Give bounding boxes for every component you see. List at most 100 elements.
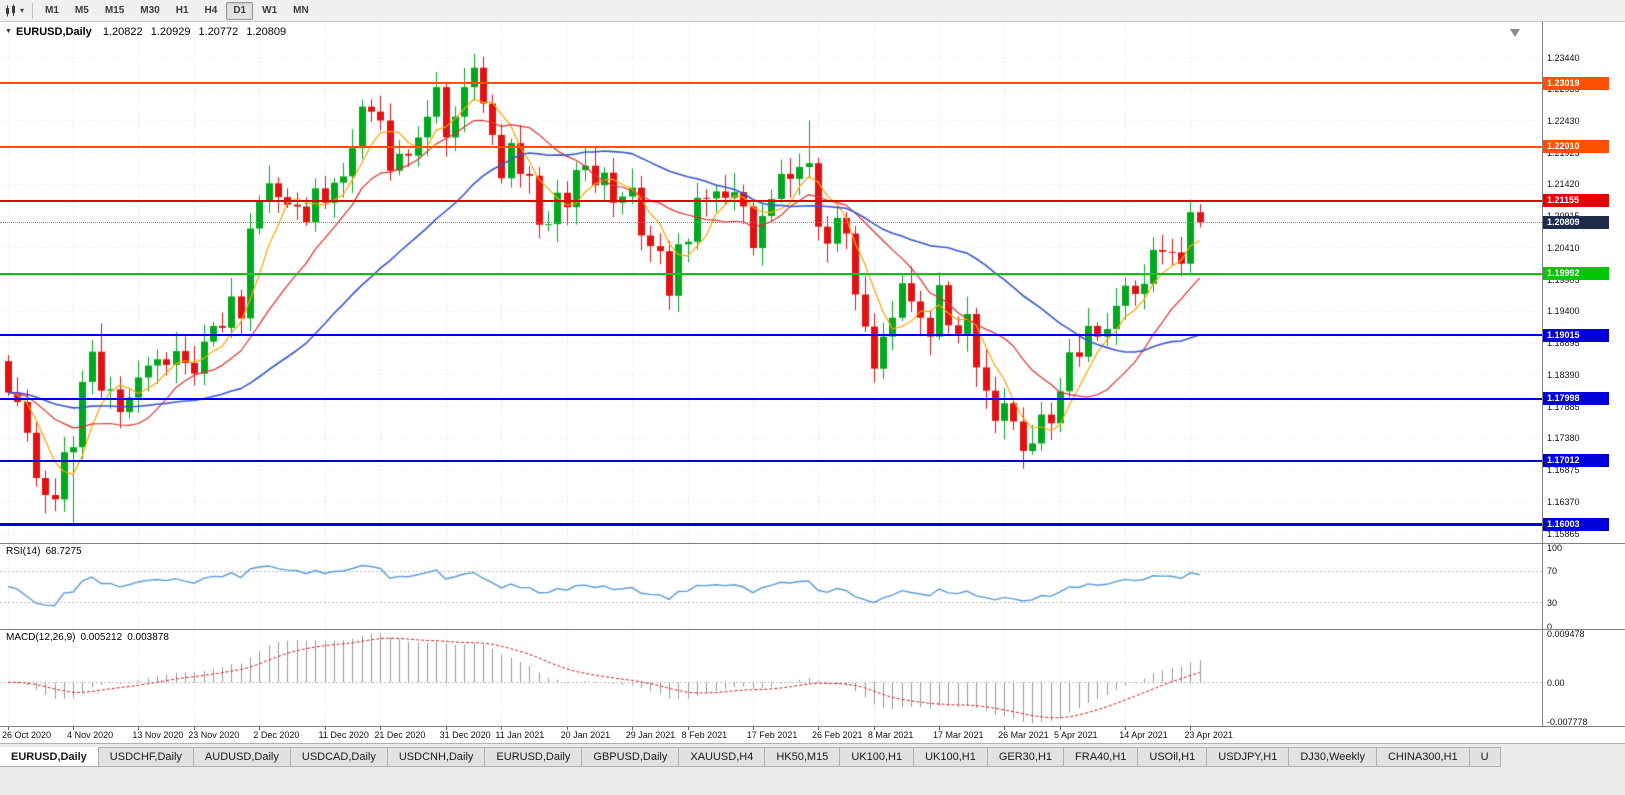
timeframe-button-m1[interactable]: M1 xyxy=(45,4,59,16)
time-axis-label: 29 Jan 2021 xyxy=(625,730,676,740)
ohlc-high: 1.20929 xyxy=(150,26,191,38)
chart-tab-eurusd-daily[interactable]: EURUSD,Daily xyxy=(0,747,99,767)
top-toolbar: ▾ M1 M5 M15 M30 H1 H4 D1 W1 MN xyxy=(0,0,1625,22)
chart-tab-usdcnh-daily[interactable]: USDCNH,Daily xyxy=(386,747,486,767)
time-axis-tick xyxy=(259,727,260,730)
time-axis-tick xyxy=(818,727,819,730)
price-tick: 1.18390 xyxy=(1547,369,1580,380)
current-price-badge: 1.20809 xyxy=(1543,215,1609,229)
time-axis-label: 8 Feb 2021 xyxy=(681,730,728,740)
chart-type-icon[interactable] xyxy=(4,4,18,18)
chart-tab-usoil-h1[interactable]: USOil,H1 xyxy=(1137,747,1208,767)
rsi-name: RSI(14) xyxy=(6,546,41,557)
timeframe-button-d1[interactable]: D1 xyxy=(226,1,254,20)
time-axis-tick xyxy=(632,727,633,730)
timeframe-button-h4[interactable]: H4 xyxy=(204,4,218,16)
time-axis-label: 26 Oct 2020 xyxy=(2,730,52,740)
chart-tab-dj30-weekly[interactable]: DJ30,Weekly xyxy=(1288,747,1377,767)
price-tick: 1.16370 xyxy=(1547,496,1580,507)
time-axis-label: 23 Nov 2020 xyxy=(188,730,240,740)
price-tick: 1.21420 xyxy=(1547,179,1580,190)
time-axis-tick xyxy=(567,727,568,730)
horizontal-level-line[interactable] xyxy=(0,459,1542,462)
chart-tab-uk100-h1[interactable]: UK100,H1 xyxy=(839,747,915,767)
chart-tab-uk100-h1[interactable]: UK100,H1 xyxy=(913,747,988,767)
timeframe-buttons: M1 M5 M15 M30 H1 H4 D1 W1 MN xyxy=(37,1,317,20)
price-level-badge: 1.23019 xyxy=(1543,76,1609,90)
time-axis-label: 21 Dec 2020 xyxy=(374,730,426,740)
price-level-badge: 1.17998 xyxy=(1543,392,1609,406)
chart-tab-usdchf-daily[interactable]: USDCHF,Daily xyxy=(97,747,194,767)
macd-tick: 0.00 xyxy=(1547,677,1565,688)
price-tick: 1.23440 xyxy=(1547,52,1580,63)
rsi-panel-separator[interactable] xyxy=(0,543,1625,544)
chart-tab-hk50-m15[interactable]: HK50,M15 xyxy=(764,747,841,767)
rsi-tick: 70 xyxy=(1547,566,1558,577)
price-level-badge: 1.16003 xyxy=(1543,517,1609,531)
current-price-line xyxy=(0,222,1542,224)
timeframe-button-h1[interactable]: H1 xyxy=(175,4,189,16)
price-level-badge: 1.19015 xyxy=(1543,328,1609,342)
chart-dropdown-icon[interactable]: ▾ xyxy=(20,6,25,15)
chart-tab-fra40-h1[interactable]: FRA40,H1 xyxy=(1063,747,1139,767)
price-level-badge: 1.21155 xyxy=(1543,194,1609,208)
price-scale[interactable]: 1.23019 1.22010 1.21155 1.19992 1.19015 1.179… xyxy=(1542,22,1625,743)
time-axis-label: 13 Nov 2020 xyxy=(132,730,184,740)
price-chart-canvas[interactable] xyxy=(0,0,1542,745)
time-axis-tick xyxy=(501,727,502,730)
time-axis-label: 17 Feb 2021 xyxy=(746,730,798,740)
timeframe-button-m5[interactable]: M5 xyxy=(74,4,89,16)
time-axis[interactable]: 26 Oct 2020 4 Nov 2020 13 Nov 2020 23 Nov 2… xyxy=(0,727,1625,743)
chart-tab-usdjpy-h1[interactable]: USDJPY,H1 xyxy=(1206,747,1290,767)
time-axis-tick xyxy=(380,727,381,730)
time-axis-label: 11 Dec 2020 xyxy=(318,730,369,740)
time-axis-tick xyxy=(1125,727,1126,730)
horizontal-level-line[interactable] xyxy=(0,397,1542,400)
horizontal-level-line[interactable] xyxy=(0,82,1542,85)
timeframe-button-mn[interactable]: MN xyxy=(293,4,309,16)
time-axis-label: 4 Nov 2020 xyxy=(67,730,114,740)
horizontal-level-line[interactable] xyxy=(0,199,1542,202)
time-axis-tick xyxy=(1190,727,1191,730)
horizontal-level-line[interactable] xyxy=(0,334,1542,337)
price-level-badge: 1.22010 xyxy=(1543,140,1609,154)
macd-panel-separator[interactable] xyxy=(0,629,1625,630)
chart-tab-eurusd-daily[interactable]: EURUSD,Daily xyxy=(484,747,583,767)
time-axis-tick xyxy=(688,727,689,730)
price-level-badge: 1.19992 xyxy=(1543,267,1609,281)
ohlc-close: 1.20809 xyxy=(246,26,287,38)
chart-tabs: EURUSD,Daily USDCHF,Daily AUDUSD,Daily USDC… xyxy=(0,747,1625,767)
time-axis-separator xyxy=(0,726,1625,727)
time-axis-label: 5 Apr 2021 xyxy=(1054,730,1098,740)
time-axis-tick xyxy=(138,727,139,730)
price-tick: 1.17885 xyxy=(1547,401,1580,412)
price-tick: 1.19400 xyxy=(1547,306,1580,317)
chart-tab-gbpusd-daily[interactable]: GBPUSD,Daily xyxy=(581,747,680,767)
chart-shift-icon[interactable] xyxy=(1510,29,1520,37)
chart-title-marker-icon[interactable]: ▼ xyxy=(5,28,12,35)
macd-signal-value: 0.003878 xyxy=(127,632,169,643)
rsi-tick: 100 xyxy=(1547,542,1563,553)
chart-tab-usdcad-daily[interactable]: USDCAD,Daily xyxy=(289,747,388,767)
chart-tab-audusd-daily[interactable]: AUDUSD,Daily xyxy=(192,747,291,767)
horizontal-level-line[interactable] xyxy=(0,145,1542,148)
timeframe-button-m30[interactable]: M30 xyxy=(140,4,160,16)
time-axis-label: 17 Mar 2021 xyxy=(933,730,984,740)
horizontal-level-line[interactable] xyxy=(0,522,1542,526)
time-axis-tick xyxy=(753,727,754,730)
chart-tab-xauusd-h4[interactable]: XAUUSD,H4 xyxy=(678,747,766,767)
chart-tab-china300-h1[interactable]: CHINA300,H1 xyxy=(1375,747,1470,767)
ohlc-open: 1.20822 xyxy=(102,26,143,38)
chart-tab-u[interactable]: U xyxy=(1468,747,1501,767)
timeframe-button-m15[interactable]: M15 xyxy=(104,4,125,16)
price-level-badge: 1.17012 xyxy=(1543,454,1609,468)
time-axis-label: 11 Jan 2021 xyxy=(495,730,545,740)
macd-name: MACD(12,26,9) xyxy=(6,632,76,643)
chart-tab-ger30-h1[interactable]: GER30,H1 xyxy=(986,747,1065,767)
time-axis-tick xyxy=(446,727,447,730)
rsi-tick: 0 xyxy=(1547,621,1553,632)
rsi-tick: 30 xyxy=(1547,597,1558,608)
timeframe-button-w1[interactable]: W1 xyxy=(262,4,278,16)
rsi-label: RSI(14) 68.7275 xyxy=(6,546,82,557)
horizontal-level-line[interactable] xyxy=(0,272,1542,275)
